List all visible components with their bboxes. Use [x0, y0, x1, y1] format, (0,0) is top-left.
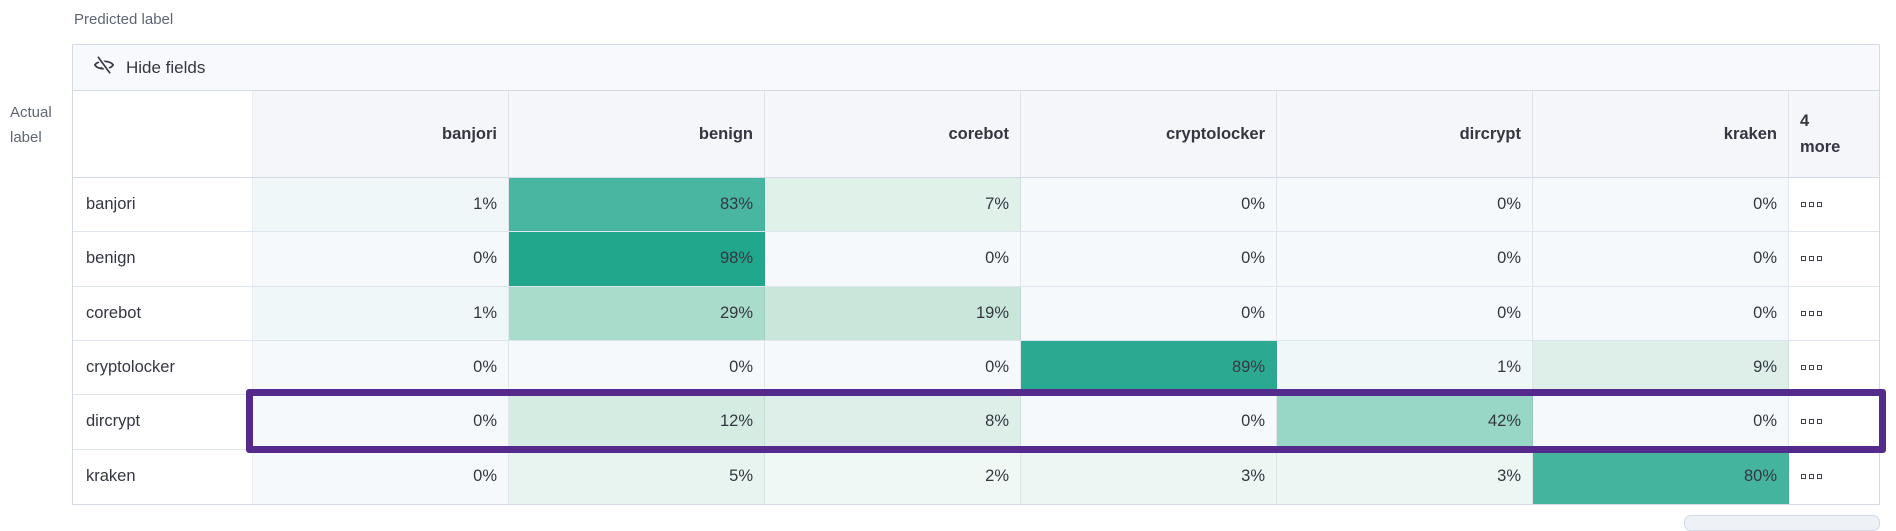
matrix-cell-benign-dircrypt[interactable]: 0%	[1277, 232, 1533, 286]
matrix-cell-benign-corebot[interactable]: 0%	[765, 232, 1021, 286]
row-more-cell-banjori[interactable]	[1789, 178, 1879, 232]
matrix-body: banjori 1% 83% 7% 0% 0% 0% benign 0% 98% 0% 0% 0% 0% c…	[73, 178, 1879, 504]
matrix-row-banjori: banjori 1% 83% 7% 0% 0% 0%	[73, 178, 1879, 233]
matrix-cell-benign-cryptolocker[interactable]: 0%	[1021, 232, 1277, 286]
boxes-horizontal-icon	[1801, 310, 1822, 316]
matrix-header-row: banjori benign corebot cryptolocker dircrypt…	[73, 91, 1879, 178]
matrix-row-cryptolocker: cryptolocker 0% 0% 0% 89% 1% 9%	[73, 340, 1879, 396]
matrix-cell-benign-banjori[interactable]: 0%	[253, 232, 509, 286]
boxes-horizontal-icon	[1801, 365, 1822, 371]
predicted-label: Predicted label	[74, 11, 174, 28]
horizontal-scrollbar[interactable]	[1684, 515, 1880, 531]
matrix-row-corebot: corebot 1% 29% 19% 0% 0% 0%	[73, 286, 1879, 341]
eye-closed-icon	[93, 54, 115, 81]
matrix-cell-corebot-cryptolocker[interactable]: 0%	[1021, 286, 1277, 340]
row-label-benign[interactable]: benign	[73, 232, 253, 286]
matrix-cell-cryptolocker-corebot[interactable]: 0%	[765, 340, 1021, 395]
row-more-cell-benign[interactable]	[1789, 232, 1879, 286]
column-header-cryptolocker[interactable]: cryptolocker	[1021, 91, 1277, 177]
corner-cell	[73, 91, 253, 177]
column-header-kraken[interactable]: kraken	[1533, 91, 1789, 177]
matrix-cell-dircrypt-kraken[interactable]: 0%	[1533, 395, 1789, 449]
matrix-cell-kraken-banjori[interactable]: 0%	[253, 449, 509, 504]
matrix-cell-cryptolocker-benign[interactable]: 0%	[509, 340, 765, 395]
matrix-cell-dircrypt-banjori[interactable]: 0%	[253, 395, 509, 449]
confusion-matrix-grid: Hide fields banjori benign corebot cryptolo…	[72, 44, 1880, 505]
more-columns-word: more	[1800, 138, 1841, 156]
row-label-kraken[interactable]: kraken	[73, 449, 253, 504]
matrix-cell-dircrypt-dircrypt[interactable]: 42%	[1277, 395, 1533, 449]
row-label-banjori[interactable]: banjori	[73, 178, 253, 232]
boxes-horizontal-icon	[1801, 474, 1822, 480]
matrix-cell-cryptolocker-banjori[interactable]: 0%	[253, 340, 509, 395]
matrix-cell-banjori-cryptolocker[interactable]: 0%	[1021, 178, 1277, 232]
column-header-banjori[interactable]: banjori	[253, 91, 509, 177]
row-more-cell-corebot[interactable]	[1789, 286, 1879, 340]
column-header-corebot[interactable]: corebot	[765, 91, 1021, 177]
matrix-row-kraken: kraken 0% 5% 2% 3% 3% 80%	[73, 449, 1879, 504]
column-header-benign[interactable]: benign	[509, 91, 765, 177]
matrix-row-benign: benign 0% 98% 0% 0% 0% 0%	[73, 232, 1879, 287]
row-more-cell-kraken[interactable]	[1789, 449, 1879, 504]
matrix-cell-corebot-kraken[interactable]: 0%	[1533, 286, 1789, 340]
matrix-cell-cryptolocker-kraken[interactable]: 9%	[1533, 340, 1789, 395]
row-label-corebot[interactable]: corebot	[73, 286, 253, 340]
row-label-dircrypt[interactable]: dircrypt	[73, 395, 253, 449]
actual-label: Actual label	[10, 100, 52, 150]
matrix-cell-corebot-benign[interactable]: 29%	[509, 286, 765, 340]
matrix-cell-corebot-dircrypt[interactable]: 0%	[1277, 286, 1533, 340]
matrix-cell-corebot-corebot[interactable]: 19%	[765, 286, 1021, 340]
matrix-cell-kraken-kraken[interactable]: 80%	[1533, 449, 1789, 504]
matrix-cell-banjori-banjori[interactable]: 1%	[253, 178, 509, 232]
matrix-cell-banjori-kraken[interactable]: 0%	[1533, 178, 1789, 232]
hide-fields-label: Hide fields	[126, 57, 206, 77]
row-label-cryptolocker[interactable]: cryptolocker	[73, 340, 253, 395]
matrix-cell-kraken-cryptolocker[interactable]: 3%	[1021, 449, 1277, 504]
matrix-cell-kraken-corebot[interactable]: 2%	[765, 449, 1021, 504]
matrix-cell-dircrypt-corebot[interactable]: 8%	[765, 395, 1021, 449]
matrix-cell-kraken-benign[interactable]: 5%	[509, 449, 765, 504]
actual-label-line1: Actual	[10, 104, 52, 121]
boxes-horizontal-icon	[1801, 256, 1822, 262]
matrix-row-dircrypt: dircrypt 0% 12% 8% 0% 42% 0%	[73, 395, 1879, 450]
matrix-cell-benign-benign[interactable]: 98%	[509, 232, 765, 286]
matrix-cell-dircrypt-benign[interactable]: 12%	[509, 395, 765, 449]
row-more-cell-cryptolocker[interactable]	[1789, 340, 1879, 395]
matrix-cell-cryptolocker-dircrypt[interactable]: 1%	[1277, 340, 1533, 395]
more-columns-header[interactable]: 4 more	[1789, 91, 1879, 177]
matrix-cell-banjori-corebot[interactable]: 7%	[765, 178, 1021, 232]
actual-label-line2: label	[10, 129, 42, 146]
column-header-dircrypt[interactable]: dircrypt	[1277, 91, 1533, 177]
matrix-cell-dircrypt-cryptolocker[interactable]: 0%	[1021, 395, 1277, 449]
row-more-cell-dircrypt[interactable]	[1789, 395, 1879, 449]
matrix-cell-kraken-dircrypt[interactable]: 3%	[1277, 449, 1533, 504]
matrix-cell-cryptolocker-cryptolocker[interactable]: 89%	[1021, 340, 1277, 395]
matrix-cell-banjori-dircrypt[interactable]: 0%	[1277, 178, 1533, 232]
grid-toolbar: Hide fields	[73, 45, 1879, 91]
matrix-cell-banjori-benign[interactable]: 83%	[509, 178, 765, 232]
boxes-horizontal-icon	[1801, 202, 1822, 208]
matrix-cell-benign-kraken[interactable]: 0%	[1533, 232, 1789, 286]
boxes-horizontal-icon	[1801, 419, 1822, 425]
matrix-cell-corebot-banjori[interactable]: 1%	[253, 286, 509, 340]
hide-fields-button[interactable]: Hide fields	[93, 54, 205, 81]
more-columns-count: 4	[1800, 112, 1810, 130]
